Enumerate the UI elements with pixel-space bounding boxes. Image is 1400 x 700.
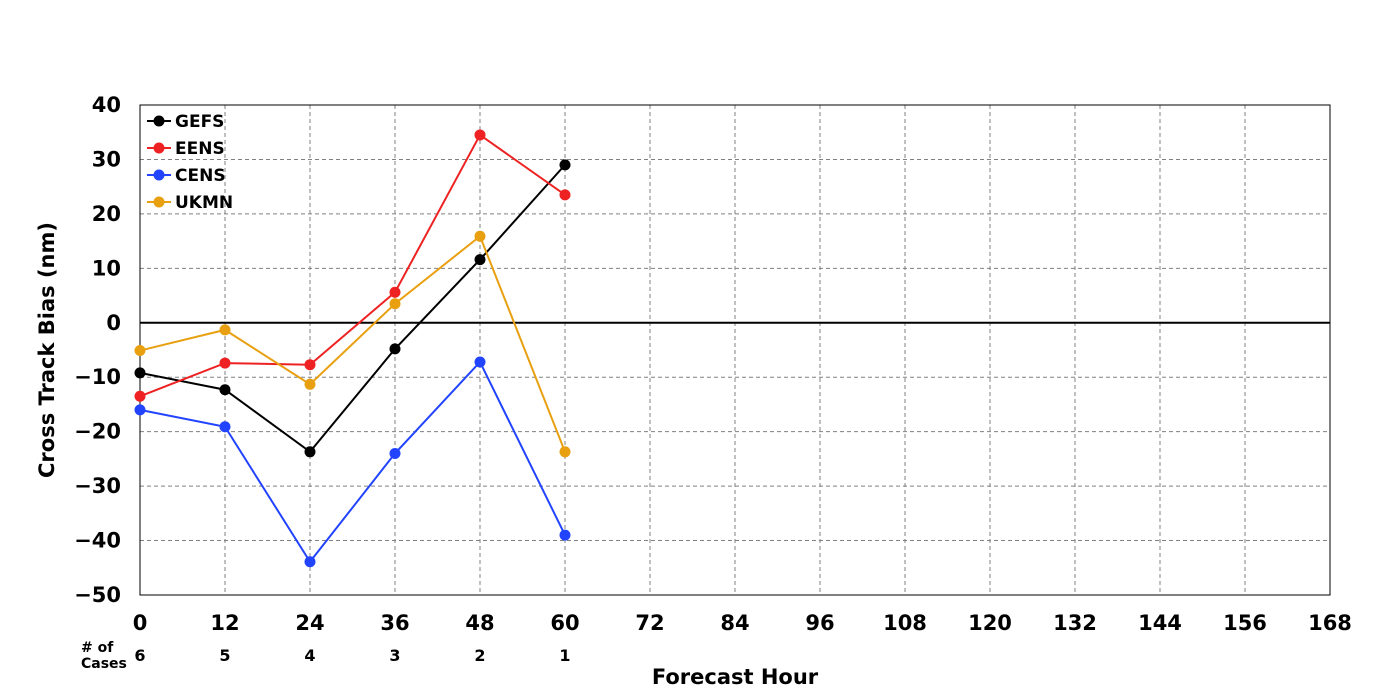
- y-tick-label: −40: [74, 529, 121, 553]
- legend-marker: [153, 142, 165, 154]
- y-tick-label: 0: [106, 311, 121, 335]
- data-point: [219, 421, 231, 433]
- data-point: [219, 357, 231, 369]
- x-axis-label: Forecast Hour: [652, 665, 819, 689]
- data-point: [389, 343, 401, 355]
- data-point: [389, 447, 401, 459]
- data-point: [134, 367, 146, 379]
- legend-item-ukmn: UKMN: [147, 193, 233, 213]
- data-point: [134, 390, 146, 402]
- x-tick-label: 84: [720, 611, 749, 635]
- legend-item-cens: CENS: [147, 166, 226, 186]
- data-point: [304, 446, 316, 458]
- series-line: [139, 234, 566, 453]
- data-point: [474, 129, 486, 141]
- legend: GEFS EENS CENS UKMN: [147, 112, 233, 213]
- y-tick-label: 30: [92, 147, 121, 171]
- series-ukmn: [134, 230, 571, 458]
- legend-label: UKMN: [175, 193, 233, 213]
- y-tick-label: −10: [74, 365, 121, 389]
- y-axis-label: Cross Track Bias (nm): [35, 222, 59, 478]
- x-tick-label: 12: [210, 611, 239, 635]
- x-tick-label: 72: [635, 611, 664, 635]
- series-line: [139, 360, 566, 564]
- data-point: [219, 324, 231, 336]
- data-point: [559, 446, 571, 458]
- cases-label-line1: # of: [81, 640, 114, 656]
- y-tick-label: 10: [92, 256, 121, 280]
- data-point: [559, 529, 571, 541]
- legend-label: CENS: [175, 166, 226, 186]
- y-tick-label: 20: [92, 202, 121, 226]
- cases-label-line2: Cases: [81, 656, 127, 672]
- legend-item-gefs: GEFS: [147, 112, 224, 132]
- x-tick-label: 60: [550, 611, 579, 635]
- data-point: [474, 356, 486, 368]
- x-tick-label: 168: [1308, 611, 1352, 635]
- cases-value: 6: [134, 646, 145, 665]
- y-tick-label: −20: [74, 420, 121, 444]
- x-tick-label: 108: [883, 611, 927, 635]
- data-point: [134, 404, 146, 416]
- cases-value: 5: [219, 646, 230, 665]
- x-tick-label: 96: [805, 611, 834, 635]
- data-point: [304, 359, 316, 371]
- series-layer: [134, 129, 571, 568]
- legend-marker: [153, 196, 165, 208]
- data-point: [389, 286, 401, 298]
- data-point: [389, 298, 401, 310]
- data-point: [304, 556, 316, 568]
- x-tick-label: 0: [133, 611, 148, 635]
- x-tick-label: 24: [295, 611, 324, 635]
- cases-value: 3: [389, 646, 400, 665]
- x-tick-label: 156: [1223, 611, 1267, 635]
- x-tick-label: 120: [968, 611, 1012, 635]
- cases-value: 4: [304, 646, 315, 665]
- data-point: [304, 378, 316, 390]
- legend-label: GEFS: [175, 112, 224, 132]
- x-tick-label: 144: [1138, 611, 1182, 635]
- series-eens: [134, 129, 571, 402]
- x-tick-label: 132: [1053, 611, 1097, 635]
- legend-item-eens: EENS: [147, 139, 225, 159]
- x-tick-label: 48: [465, 611, 494, 635]
- data-point: [219, 384, 231, 396]
- data-point: [559, 159, 571, 171]
- legend-marker: [153, 115, 165, 127]
- data-point: [559, 189, 571, 201]
- data-point: [474, 254, 486, 266]
- series-line: [139, 164, 566, 454]
- y-tick-label: −30: [74, 474, 121, 498]
- cases-value: 2: [474, 646, 485, 665]
- y-tick-labels: 40 30 20 10 0 −10 −20 −30 −40 −50: [74, 93, 121, 607]
- legend-marker: [153, 169, 165, 181]
- series-line: [139, 133, 566, 398]
- series-cens: [134, 356, 571, 568]
- cases-value: 1: [559, 646, 570, 665]
- x-tick-labels: 0 12 24 36 48 60 72 84 96 108 120 132 144 156 168: [133, 611, 1352, 635]
- series-gefs: [134, 159, 571, 458]
- y-tick-label: 40: [92, 93, 121, 117]
- data-point: [474, 230, 486, 242]
- cases-row: # of Cases 6 5 4 3 2 1: [81, 640, 571, 672]
- x-tick-label: 36: [380, 611, 409, 635]
- legend-label: EENS: [175, 139, 225, 159]
- y-tick-label: −50: [74, 583, 121, 607]
- data-point: [134, 345, 146, 357]
- grid: [140, 105, 1330, 595]
